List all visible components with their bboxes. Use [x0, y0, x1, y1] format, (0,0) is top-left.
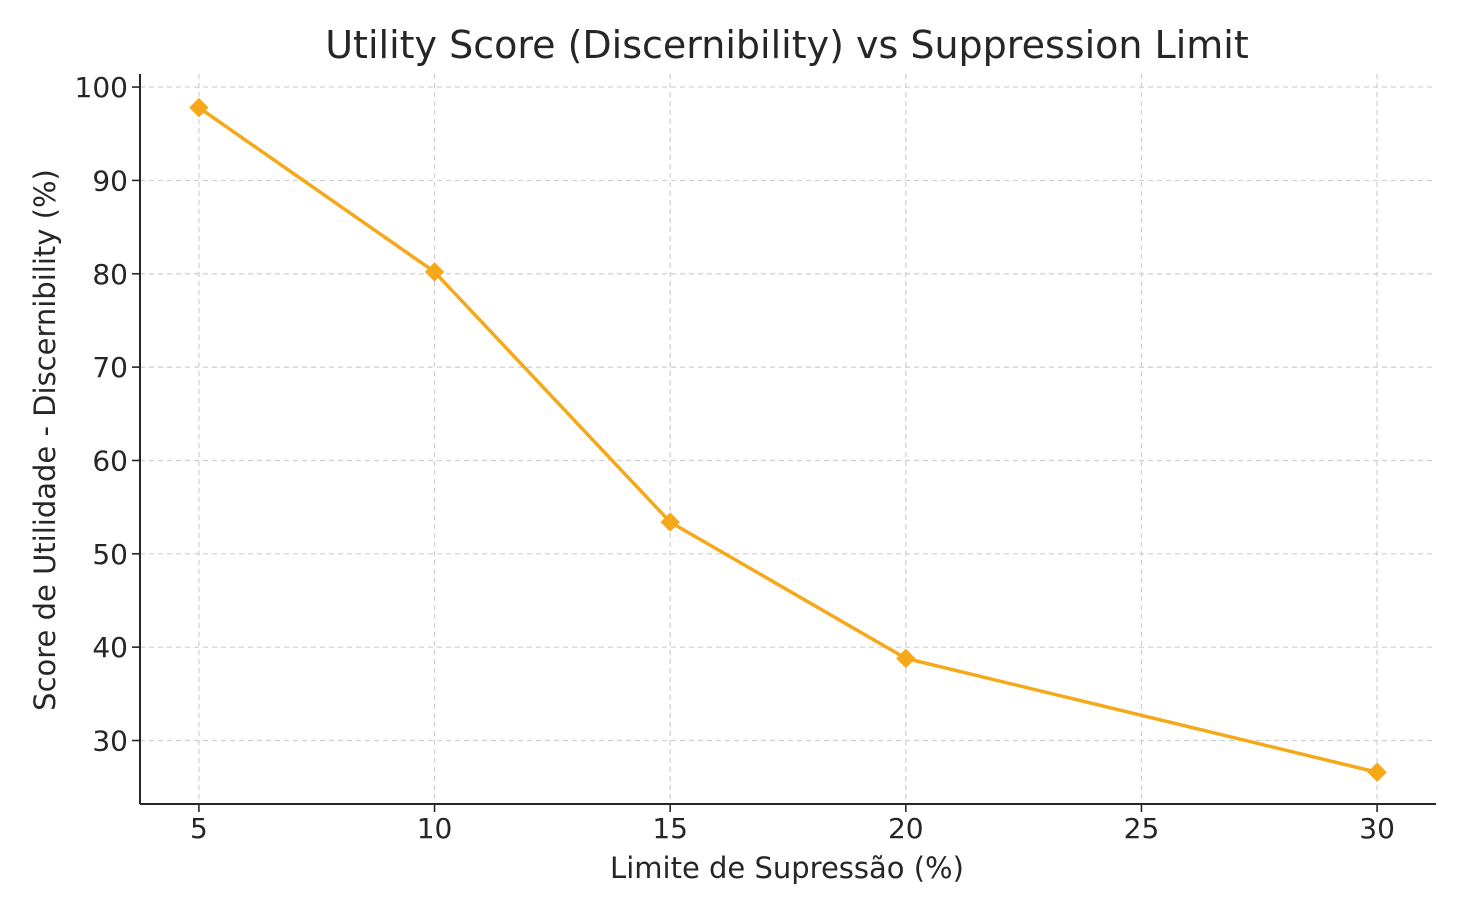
y-tick-label: 80 [92, 258, 128, 291]
y-tick-label: 90 [92, 164, 128, 197]
x-tick-label: 30 [1359, 812, 1395, 845]
y-tick-label: 60 [92, 444, 128, 477]
y-tick-label: 30 [92, 725, 128, 758]
x-tick-label: 5 [190, 812, 208, 845]
data-point-marker [896, 648, 916, 669]
data-point-marker [660, 512, 680, 532]
grid [140, 74, 1436, 804]
chart-title: Utility Score (Discernibility) vs Suppre… [325, 23, 1249, 67]
y-tick-label: 70 [92, 351, 128, 384]
axes: 5 10 15 20 25 30 30 40 50 60 70 80 90 100 [75, 71, 1436, 845]
x-axis-label: Limite de Supressão (%) [610, 851, 964, 885]
x-tick-label: 25 [1124, 812, 1160, 845]
y-axis-label: Score de Utilidade - Discernibility (%) [28, 169, 62, 711]
x-tick-label: 20 [888, 812, 924, 845]
series-line [197, 106, 1378, 774]
x-tick-label: 15 [652, 812, 688, 845]
y-tick-label: 40 [92, 631, 128, 664]
y-tick-label: 100 [75, 71, 128, 104]
series [189, 97, 1387, 782]
y-tick-label: 50 [92, 538, 128, 571]
x-tick-label: 10 [417, 812, 453, 845]
data-point-marker [424, 262, 445, 282]
data-point-marker [1367, 762, 1387, 782]
data-point-marker [189, 97, 209, 118]
